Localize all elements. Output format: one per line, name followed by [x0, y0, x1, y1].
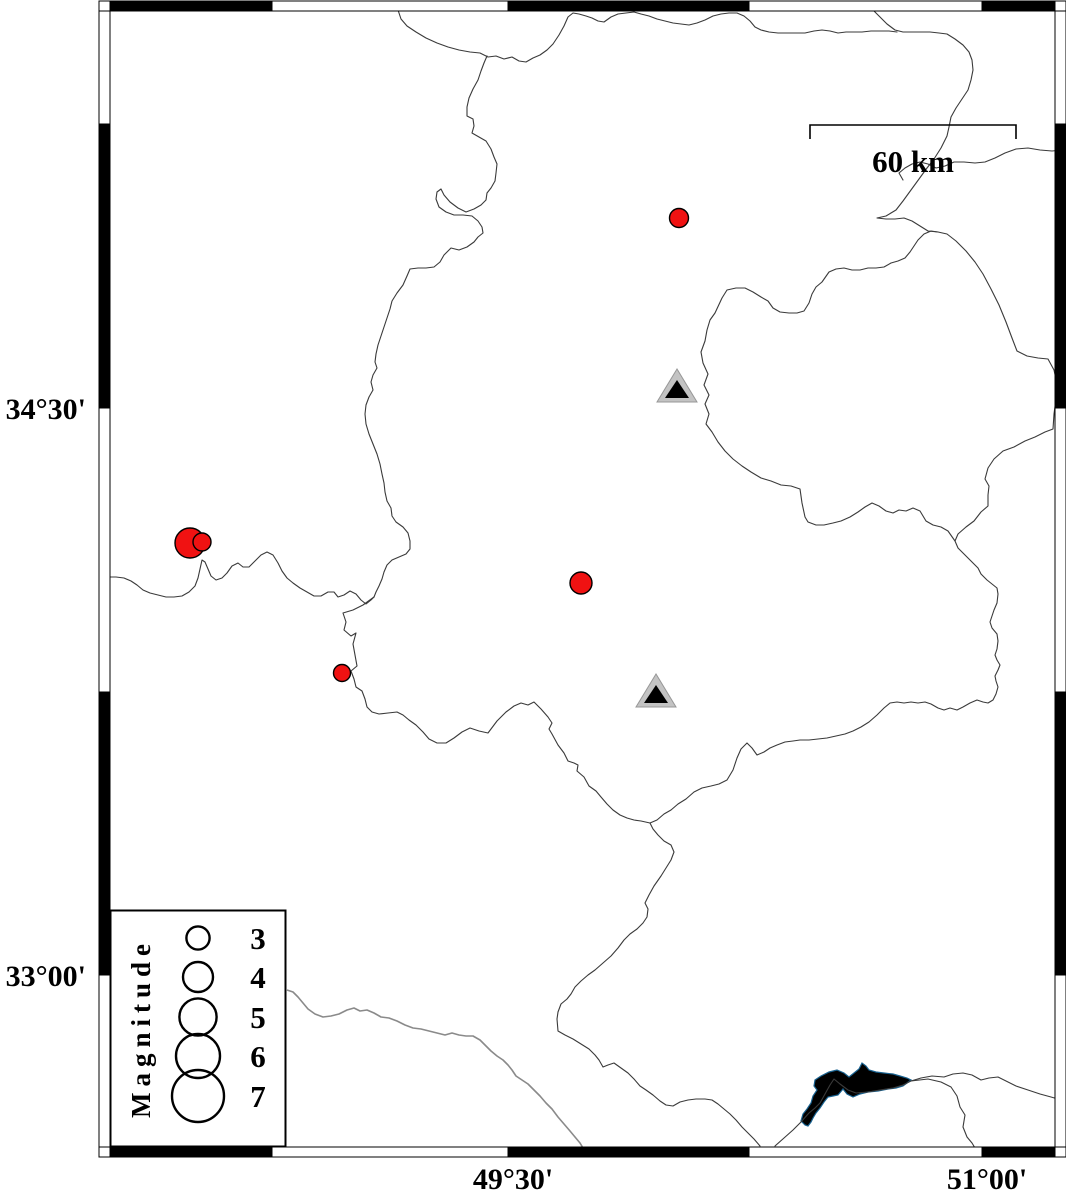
frame-top-segment [271, 0, 509, 12]
frame-right-segment [1054, 407, 1066, 693]
epicenter-dot [192, 532, 212, 552]
axis-labels: 34°30' 33°00' 49°30' 51°00' [6, 393, 1028, 1195]
frame-bottom-segment [748, 1146, 983, 1158]
water-layer [800, 1062, 913, 1127]
legend-magnitude-label: 3 [250, 921, 266, 956]
legend-magnitude-circle [170, 1068, 226, 1124]
earthquake-epicenters-layer [174, 207, 690, 683]
frame-corner [98, 0, 111, 12]
frame-bottom-segment [507, 1146, 750, 1158]
frame-corner [98, 1146, 111, 1158]
frame-top-segment [507, 0, 750, 12]
frame-right-segment [1054, 691, 1066, 976]
frame-corner [1054, 1146, 1066, 1158]
frame-top-segment [748, 0, 983, 12]
station-triangle-inner [644, 685, 668, 703]
lat-label-34-30: 34°30' [6, 393, 86, 426]
lake [800, 1062, 913, 1127]
lon-label-51-00: 51°00' [947, 1163, 1027, 1195]
frame-bottom-segment [981, 1146, 1056, 1158]
epicenter-dot [569, 571, 593, 595]
frame-left-segment [98, 691, 111, 976]
station-triangle-inner [665, 380, 689, 398]
frame-right-segment [1054, 10, 1066, 125]
frame-bottom-segment [109, 1146, 273, 1158]
lat-label-33-00: 33°00' [6, 960, 86, 993]
boundary-south [342, 596, 761, 1147]
boundary-east-outer [872, 9, 1058, 542]
epicenter-dot [668, 207, 690, 229]
legend-magnitude-label: 5 [250, 1000, 266, 1035]
legend-title: Magnitude [126, 938, 156, 1118]
frame-left-segment [98, 974, 111, 1148]
lon-label-49-30: 49°30' [473, 1163, 553, 1195]
map-frame [98, 0, 1066, 1158]
legend-magnitude-label: 7 [250, 1079, 266, 1114]
boundary-east-spur [898, 147, 1064, 181]
frame-left-segment [98, 407, 111, 693]
legend-magnitude-circle [178, 997, 218, 1037]
frame-bottom-segment [271, 1146, 509, 1158]
legend-magnitude-label: 6 [250, 1039, 266, 1074]
legend-magnitude-circle [181, 960, 215, 994]
boundary-north [397, 9, 898, 63]
legend-magnitude-circle [174, 1032, 222, 1080]
frame-right-segment [1054, 123, 1066, 409]
scale-bar: 60 km [809, 124, 1017, 179]
station-triangles-layer [635, 368, 698, 708]
river-line [286, 989, 584, 1149]
boundary-lake-south [910, 1078, 976, 1149]
boundary-central [364, 55, 498, 598]
frame-corner [1054, 0, 1066, 12]
frame-left-segment [98, 10, 111, 125]
scale-bar-bracket [809, 124, 1017, 139]
boundary-west [106, 551, 375, 605]
scale-bar-label: 60 km [872, 144, 954, 179]
legend-items: 3 4 5 6 7 [170, 921, 266, 1124]
legend-magnitude-circle [185, 925, 211, 951]
frame-left-segment [98, 123, 111, 409]
frame-right-segment [1054, 974, 1066, 1148]
epicenter-dot [332, 663, 352, 683]
boundary-east-inner [649, 230, 1001, 824]
legend-magnitude-label: 4 [250, 960, 266, 995]
magnitude-legend: Magnitude 3 4 5 6 7 [109, 909, 287, 1148]
frame-top-segment [981, 0, 1056, 12]
boundary-lake-shore [774, 1072, 1059, 1147]
frame-top-segment [109, 0, 273, 12]
boundary-lines-layer [106, 9, 1064, 1149]
